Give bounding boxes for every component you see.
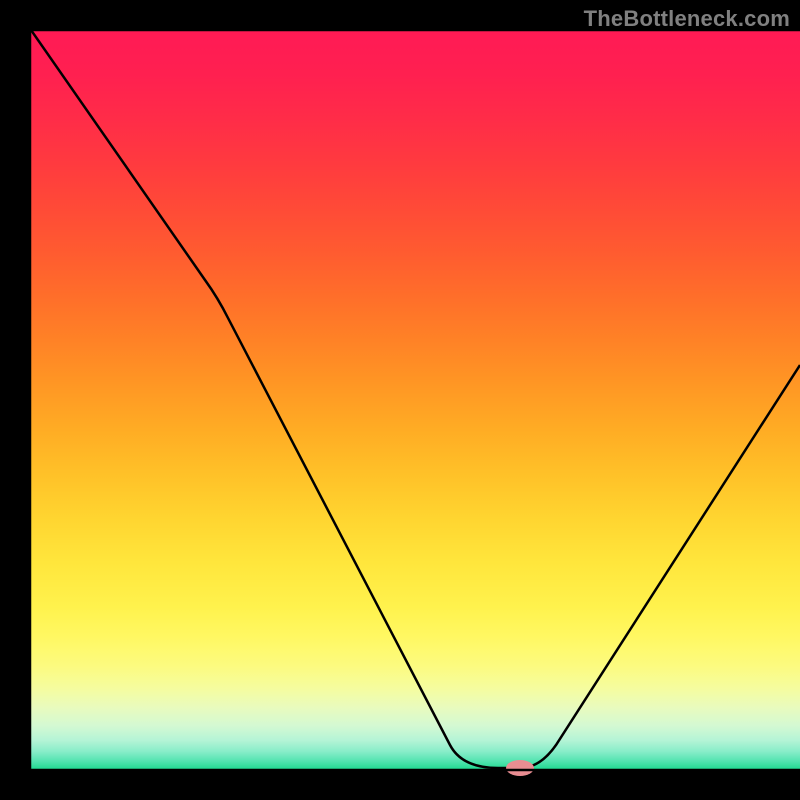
watermark-text: TheBottleneck.com xyxy=(584,6,790,32)
bottleneck-chart xyxy=(0,0,800,800)
optimal-marker xyxy=(506,760,534,776)
gradient-background xyxy=(30,30,800,770)
chart-container: { "watermark": { "text": "TheBottleneck.… xyxy=(0,0,800,800)
